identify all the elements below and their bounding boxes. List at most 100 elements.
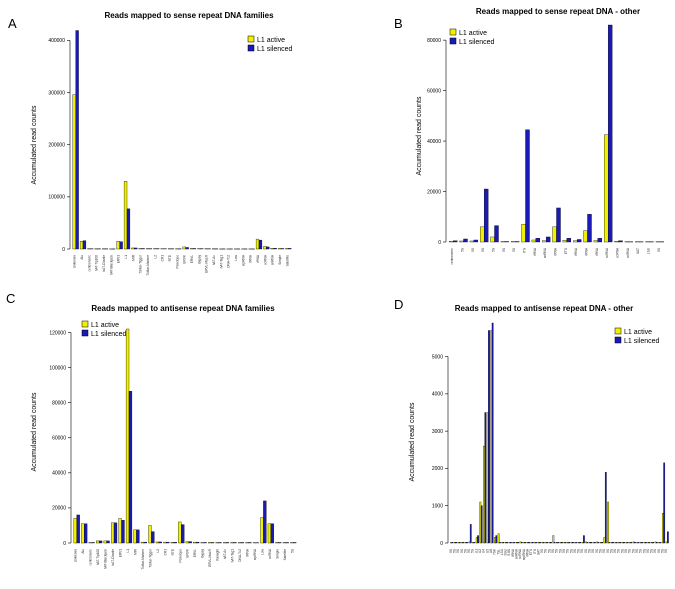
- bar-silenced: [196, 541, 200, 544]
- bar-silenced: [641, 542, 644, 544]
- category-label: 5S: [650, 549, 654, 553]
- category-label: hAT-Blackjack: [109, 255, 113, 275]
- category-label: 5S: [481, 248, 485, 252]
- category-label: MIR: [131, 254, 135, 261]
- bar-active: [572, 240, 578, 243]
- bar-active: [516, 542, 518, 544]
- category-label: tRNA: [511, 548, 515, 556]
- category-label: ERVL-MaLR: [205, 254, 209, 273]
- category-label: SAT: [536, 549, 540, 555]
- bar-silenced: [535, 542, 538, 544]
- category-label: 5S: [613, 549, 617, 553]
- category-label: Low: [234, 254, 238, 261]
- y-tick-label: 400000: [48, 38, 65, 44]
- bar-silenced: [473, 542, 476, 544]
- category-label: 5S: [595, 549, 599, 553]
- category-label: ITS: [533, 549, 537, 554]
- bar-active: [103, 540, 107, 544]
- bar-active: [618, 542, 620, 544]
- category-label: hAT-Charlie: [102, 255, 106, 272]
- category-label: U6: [489, 549, 493, 553]
- bar-active: [189, 248, 194, 250]
- category-label: 5S: [551, 549, 555, 553]
- chart-b-ylabel: Accumulated read counts: [416, 96, 423, 175]
- category-label: Penelope: [178, 549, 182, 563]
- category-label: 5S: [664, 549, 668, 553]
- category-label: MIR: [133, 548, 137, 555]
- category-label: ERV1: [119, 549, 123, 557]
- legend-swatch-silenced: [614, 336, 622, 344]
- category-label: RTE: [171, 549, 175, 555]
- bar-silenced: [499, 542, 501, 544]
- bar-active: [647, 542, 650, 544]
- bar-silenced: [473, 239, 479, 243]
- y-tick-label: 200000: [48, 143, 65, 149]
- bar-silenced: [494, 225, 499, 243]
- legend-label-active: L1 active: [459, 30, 487, 37]
- category-label: hAT-Ac: [212, 255, 216, 266]
- bar-active: [486, 412, 489, 544]
- bar-active: [131, 247, 135, 250]
- bar-active: [472, 542, 474, 544]
- bar-silenced: [113, 522, 118, 544]
- bar-silenced: [166, 541, 170, 544]
- category-label: 5S: [602, 549, 606, 553]
- bar-active: [636, 542, 639, 544]
- bar-active: [497, 533, 500, 544]
- bar-silenced: [545, 236, 551, 243]
- category-label: 5S: [639, 549, 643, 553]
- y-tick-label: 20000: [52, 506, 66, 512]
- legend-swatch-active: [81, 320, 89, 328]
- category-label: 5S: [573, 549, 577, 553]
- bar-silenced: [126, 208, 131, 250]
- legend-swatch-active: [449, 28, 457, 36]
- category-label: 5S: [566, 549, 570, 553]
- category-label: ERVL: [193, 549, 197, 557]
- category-label: Unknown: [74, 549, 78, 563]
- category-label: centromeric: [89, 549, 93, 566]
- category-label: TcMar-Tigger: [139, 254, 143, 274]
- bar-active: [563, 542, 566, 544]
- bar-silenced: [513, 542, 516, 544]
- bar-active: [505, 542, 507, 544]
- category-label: srpRNA: [253, 548, 257, 560]
- bar-active: [245, 542, 249, 544]
- category-label: ERVK: [186, 548, 190, 557]
- chart-d-legend-silenced: L1 silenced: [614, 336, 660, 345]
- bar-silenced: [564, 542, 567, 544]
- bar-active: [526, 542, 529, 544]
- bar-silenced: [203, 542, 207, 544]
- bar-active: [483, 445, 485, 544]
- bar-active: [270, 248, 274, 250]
- bar-active: [448, 241, 454, 243]
- bar-active: [603, 537, 606, 544]
- bar-active: [625, 542, 628, 544]
- bar-silenced: [181, 524, 185, 544]
- bar-active: [490, 330, 493, 544]
- bar-silenced: [663, 462, 666, 544]
- category-label: hAT-Charlie: [111, 549, 115, 566]
- bar-active: [512, 542, 515, 544]
- category-label: 5S: [609, 549, 613, 553]
- category-label: 5S: [577, 549, 581, 553]
- bar-silenced: [173, 542, 177, 544]
- category-label: TcMar-Mariner: [146, 254, 150, 275]
- category-label: 5S: [628, 549, 632, 553]
- bar-active: [508, 542, 511, 544]
- category-label: U5: [485, 549, 489, 553]
- bar-active: [215, 542, 219, 544]
- bar-silenced: [141, 248, 145, 250]
- bar-silenced: [278, 542, 282, 544]
- bar-active: [583, 230, 588, 243]
- bar-active: [123, 181, 128, 250]
- category-label: 5S: [461, 248, 465, 252]
- bar-silenced: [463, 238, 468, 243]
- y-tick-label: 80000: [427, 38, 441, 44]
- bar-silenced: [531, 542, 534, 544]
- chart-b-title: Reads mapped to sense repeat DNA - other: [476, 7, 640, 16]
- bar-active: [267, 523, 272, 544]
- bar-silenced: [452, 240, 458, 243]
- bar-silenced: [623, 542, 625, 544]
- category-label: 5S: [502, 248, 506, 252]
